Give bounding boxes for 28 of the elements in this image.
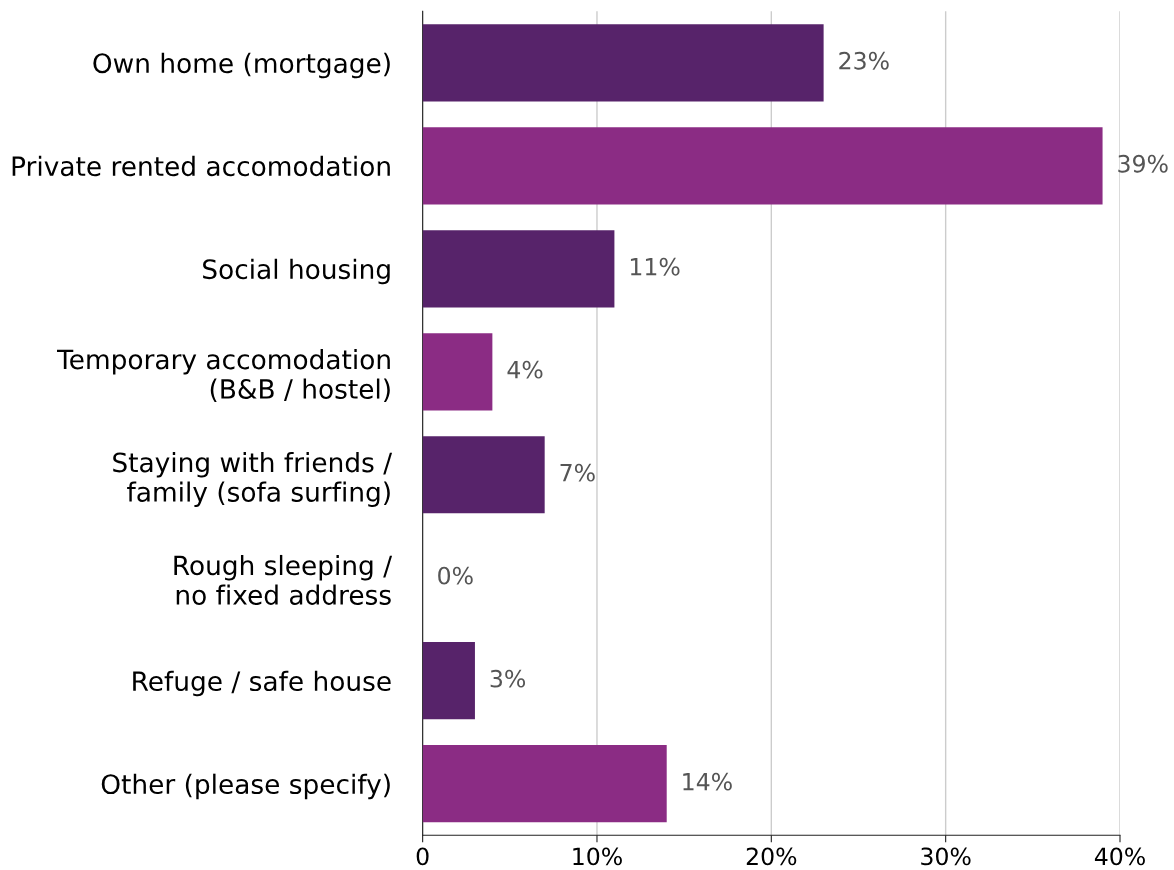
data-label: 4%	[507, 360, 543, 379]
bar	[422, 436, 545, 514]
x-tick-label: 0	[416, 847, 429, 866]
data-label: 0%	[438, 566, 473, 585]
y-tick-label: Refuge / safe house	[133, 670, 391, 697]
data-label: 14%	[683, 772, 732, 791]
data-label: 3%	[490, 669, 526, 688]
y-tick-label: Staying with friends / family (sofa surfing)	[113, 451, 393, 508]
x-tick-label: 40%	[1094, 847, 1145, 866]
bar	[422, 127, 1103, 205]
data-label: 39%	[1118, 154, 1168, 173]
bar	[422, 745, 667, 823]
data-label: 11%	[630, 257, 680, 276]
y-tick-label: Private rented accomodation	[12, 155, 390, 177]
bar	[422, 333, 493, 411]
y-tick-label: Other (please specify)	[101, 773, 390, 800]
x-tick-label: 20%	[746, 847, 797, 866]
x-tick-label: 10%	[573, 847, 622, 866]
bar	[422, 24, 824, 102]
data-label: 7%	[560, 463, 595, 482]
data-label: 23%	[839, 51, 889, 70]
y-tick-label: Rough sleeping / no fixed address	[174, 554, 393, 605]
x-tick-label: 30%	[921, 847, 971, 866]
y-tick-label: Temporary accomodation (B&B / hostel)	[57, 348, 390, 403]
bar	[422, 642, 475, 720]
y-tick-label: Own home (mortgage)	[93, 52, 390, 79]
bar	[422, 230, 615, 308]
y-tick-label: Social housing	[203, 258, 390, 285]
